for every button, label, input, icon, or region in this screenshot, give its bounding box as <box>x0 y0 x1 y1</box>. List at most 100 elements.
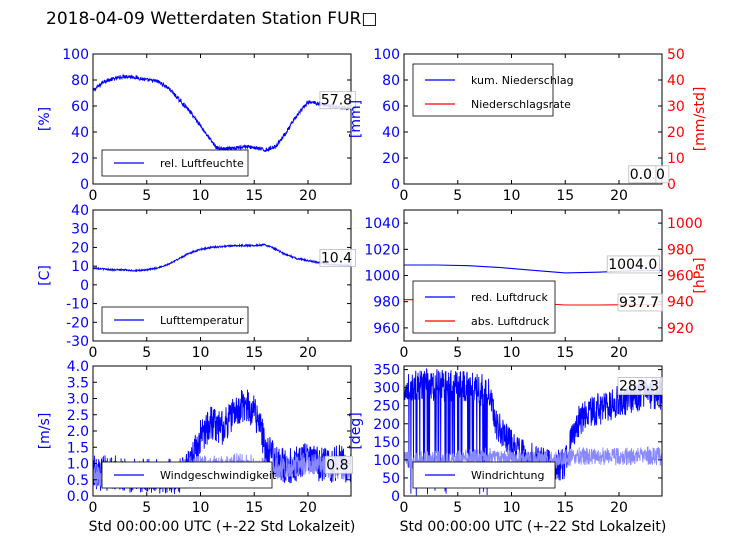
y-axis-label: [%] <box>37 107 53 131</box>
annotation-label: 0.8 <box>326 457 348 473</box>
legend-box <box>412 280 556 334</box>
x-tick-label: 0 <box>400 188 409 204</box>
x-tick-label: 15 <box>245 345 263 361</box>
y-tick-label: 20 <box>382 151 400 167</box>
y-tick-label: 20 <box>71 151 89 167</box>
x-tick-label: 10 <box>192 188 210 204</box>
y2-tick-label: 50 <box>667 47 685 63</box>
x-axis-label: Std 00:00:00 UTC (+-22 Std Lokalzeit) <box>89 519 356 535</box>
y-tick-label: 2.0 <box>67 424 89 440</box>
chart-feuchte: 0 5 10 15 20 0 20 40 60 80 100 [%] rel. Luftfeuchte 5… <box>37 47 356 204</box>
y-tick-label: 150 <box>373 435 400 451</box>
y-tick-label: 40 <box>71 125 89 141</box>
y-tick-label: 0 <box>391 489 400 505</box>
annotation-label: 937.7 <box>619 295 659 311</box>
x-tick-label: 15 <box>556 500 574 516</box>
x-tick-label: 10 <box>192 500 210 516</box>
y-tick-label: 250 <box>373 399 400 415</box>
x-tick-label: 20 <box>299 188 317 204</box>
chart-luftdruck: 0 5 10 15 20 960 980 1000 1020 1040 920 940 960 980 10… <box>364 209 708 361</box>
y-tick-label: 40 <box>71 203 89 219</box>
y-tick-label: 30 <box>71 222 89 238</box>
chart-temperatur: 0 5 10 15 20 -30 -20 -10 0 10 20 30 40 [C] Lufttempera… <box>37 203 356 361</box>
x-tick-label: 15 <box>556 188 574 204</box>
x-tick-label: 0 <box>89 345 98 361</box>
y-tick-label: -10 <box>66 297 89 313</box>
legend-label: Lufttemperatur <box>160 314 244 327</box>
annotation-box <box>617 293 663 312</box>
annotation-label: 283.3 <box>619 379 659 395</box>
x-tick-label: 20 <box>610 188 628 204</box>
annotation-box <box>606 255 661 274</box>
legend-label: Windgeschwindigkeit <box>160 469 277 482</box>
y-tick-label: 0.5 <box>67 473 89 489</box>
y-tick-label: 60 <box>71 99 89 115</box>
chart-niederschlag: 0 5 10 15 20 0 20 40 60 80 100 0 10 20 30 40 50 [mm] [mm/s… <box>348 47 708 204</box>
legend-label: kum. Niederschlag <box>471 74 574 87</box>
annotation-label: 1004.0 <box>608 257 657 273</box>
y2-tick-label: 10 <box>667 151 685 167</box>
y-tick-label: 80 <box>382 73 400 89</box>
x-tick-label: 10 <box>192 345 210 361</box>
x-tick-label: 0 <box>89 188 98 204</box>
annotation-box <box>628 165 657 184</box>
y-axis-label: [C] <box>37 265 53 286</box>
x-tick-label: 15 <box>245 188 263 204</box>
y-tick-label: 20 <box>71 240 89 256</box>
series-line-temperatur-0 <box>93 242 351 273</box>
x-tick-label: 5 <box>453 345 462 361</box>
y2-tick-label: 1000 <box>667 216 703 232</box>
y-tick-label: 1040 <box>364 216 400 232</box>
annotation-box <box>324 455 353 474</box>
x-tick-label: 20 <box>610 500 628 516</box>
y-tick-label: 60 <box>382 99 400 115</box>
legend-label: rel. Luftfeuchte <box>160 157 244 170</box>
y-tick-label: 980 <box>373 295 400 311</box>
y2-tick-label: 0 <box>667 177 676 193</box>
axes-frame <box>92 53 352 185</box>
annotation-label: 0.0 <box>630 167 652 183</box>
y-tick-label: 960 <box>373 321 400 337</box>
y-tick-label: 40 <box>382 125 400 141</box>
y-tick-label: 1020 <box>364 242 400 258</box>
y2-tick-label: 30 <box>667 99 685 115</box>
y2-tick-label: 920 <box>667 321 694 337</box>
axes-frame <box>92 209 352 342</box>
y2-tick-label: 980 <box>667 242 694 258</box>
figure-title: 2018-04-09 Wetterdaten Station FUR□ <box>46 9 378 29</box>
series-line-feuchte-0 <box>93 73 351 152</box>
y-tick-label: 100 <box>62 47 89 63</box>
y-tick-label: 4.0 <box>67 359 89 375</box>
x-tick-label: 10 <box>503 188 521 204</box>
x-tick-label: 10 <box>503 500 521 516</box>
y2-tick-label: 960 <box>667 269 694 285</box>
x-tick-label: 20 <box>610 345 628 361</box>
x-tick-label: 5 <box>453 188 462 204</box>
y-axis-label: [deg] <box>348 412 364 449</box>
y-tick-label: 3.0 <box>67 392 89 408</box>
y-tick-label: -20 <box>66 315 89 331</box>
y-tick-label: 3.5 <box>67 375 89 391</box>
x-tick-label: 20 <box>299 500 317 516</box>
annotation-label: 10.4 <box>321 250 352 266</box>
x-tick-label: 0 <box>89 500 98 516</box>
x-axis-label: Std 00:00:00 UTC (+-22 Std Lokalzeit) <box>400 519 667 535</box>
y-tick-label: 2.5 <box>67 408 89 424</box>
y-tick-label: 1.0 <box>67 457 89 473</box>
axes-frame <box>403 365 663 497</box>
x-tick-label: 5 <box>142 345 151 361</box>
y-tick-label: 10 <box>71 259 89 275</box>
x-tick-label: 0 <box>400 345 409 361</box>
x-tick-label: 5 <box>142 188 151 204</box>
y-tick-label: 0 <box>391 177 400 193</box>
y-tick-label: 80 <box>71 73 89 89</box>
legend-label: Windrichtung <box>471 469 544 482</box>
y-tick-label: 100 <box>373 453 400 469</box>
y2-axis-label: [hPa] <box>692 257 708 293</box>
y-tick-label: 200 <box>373 417 400 433</box>
y-axis-label: [mm] <box>348 100 364 138</box>
y2-tick-label: 40 <box>667 73 685 89</box>
